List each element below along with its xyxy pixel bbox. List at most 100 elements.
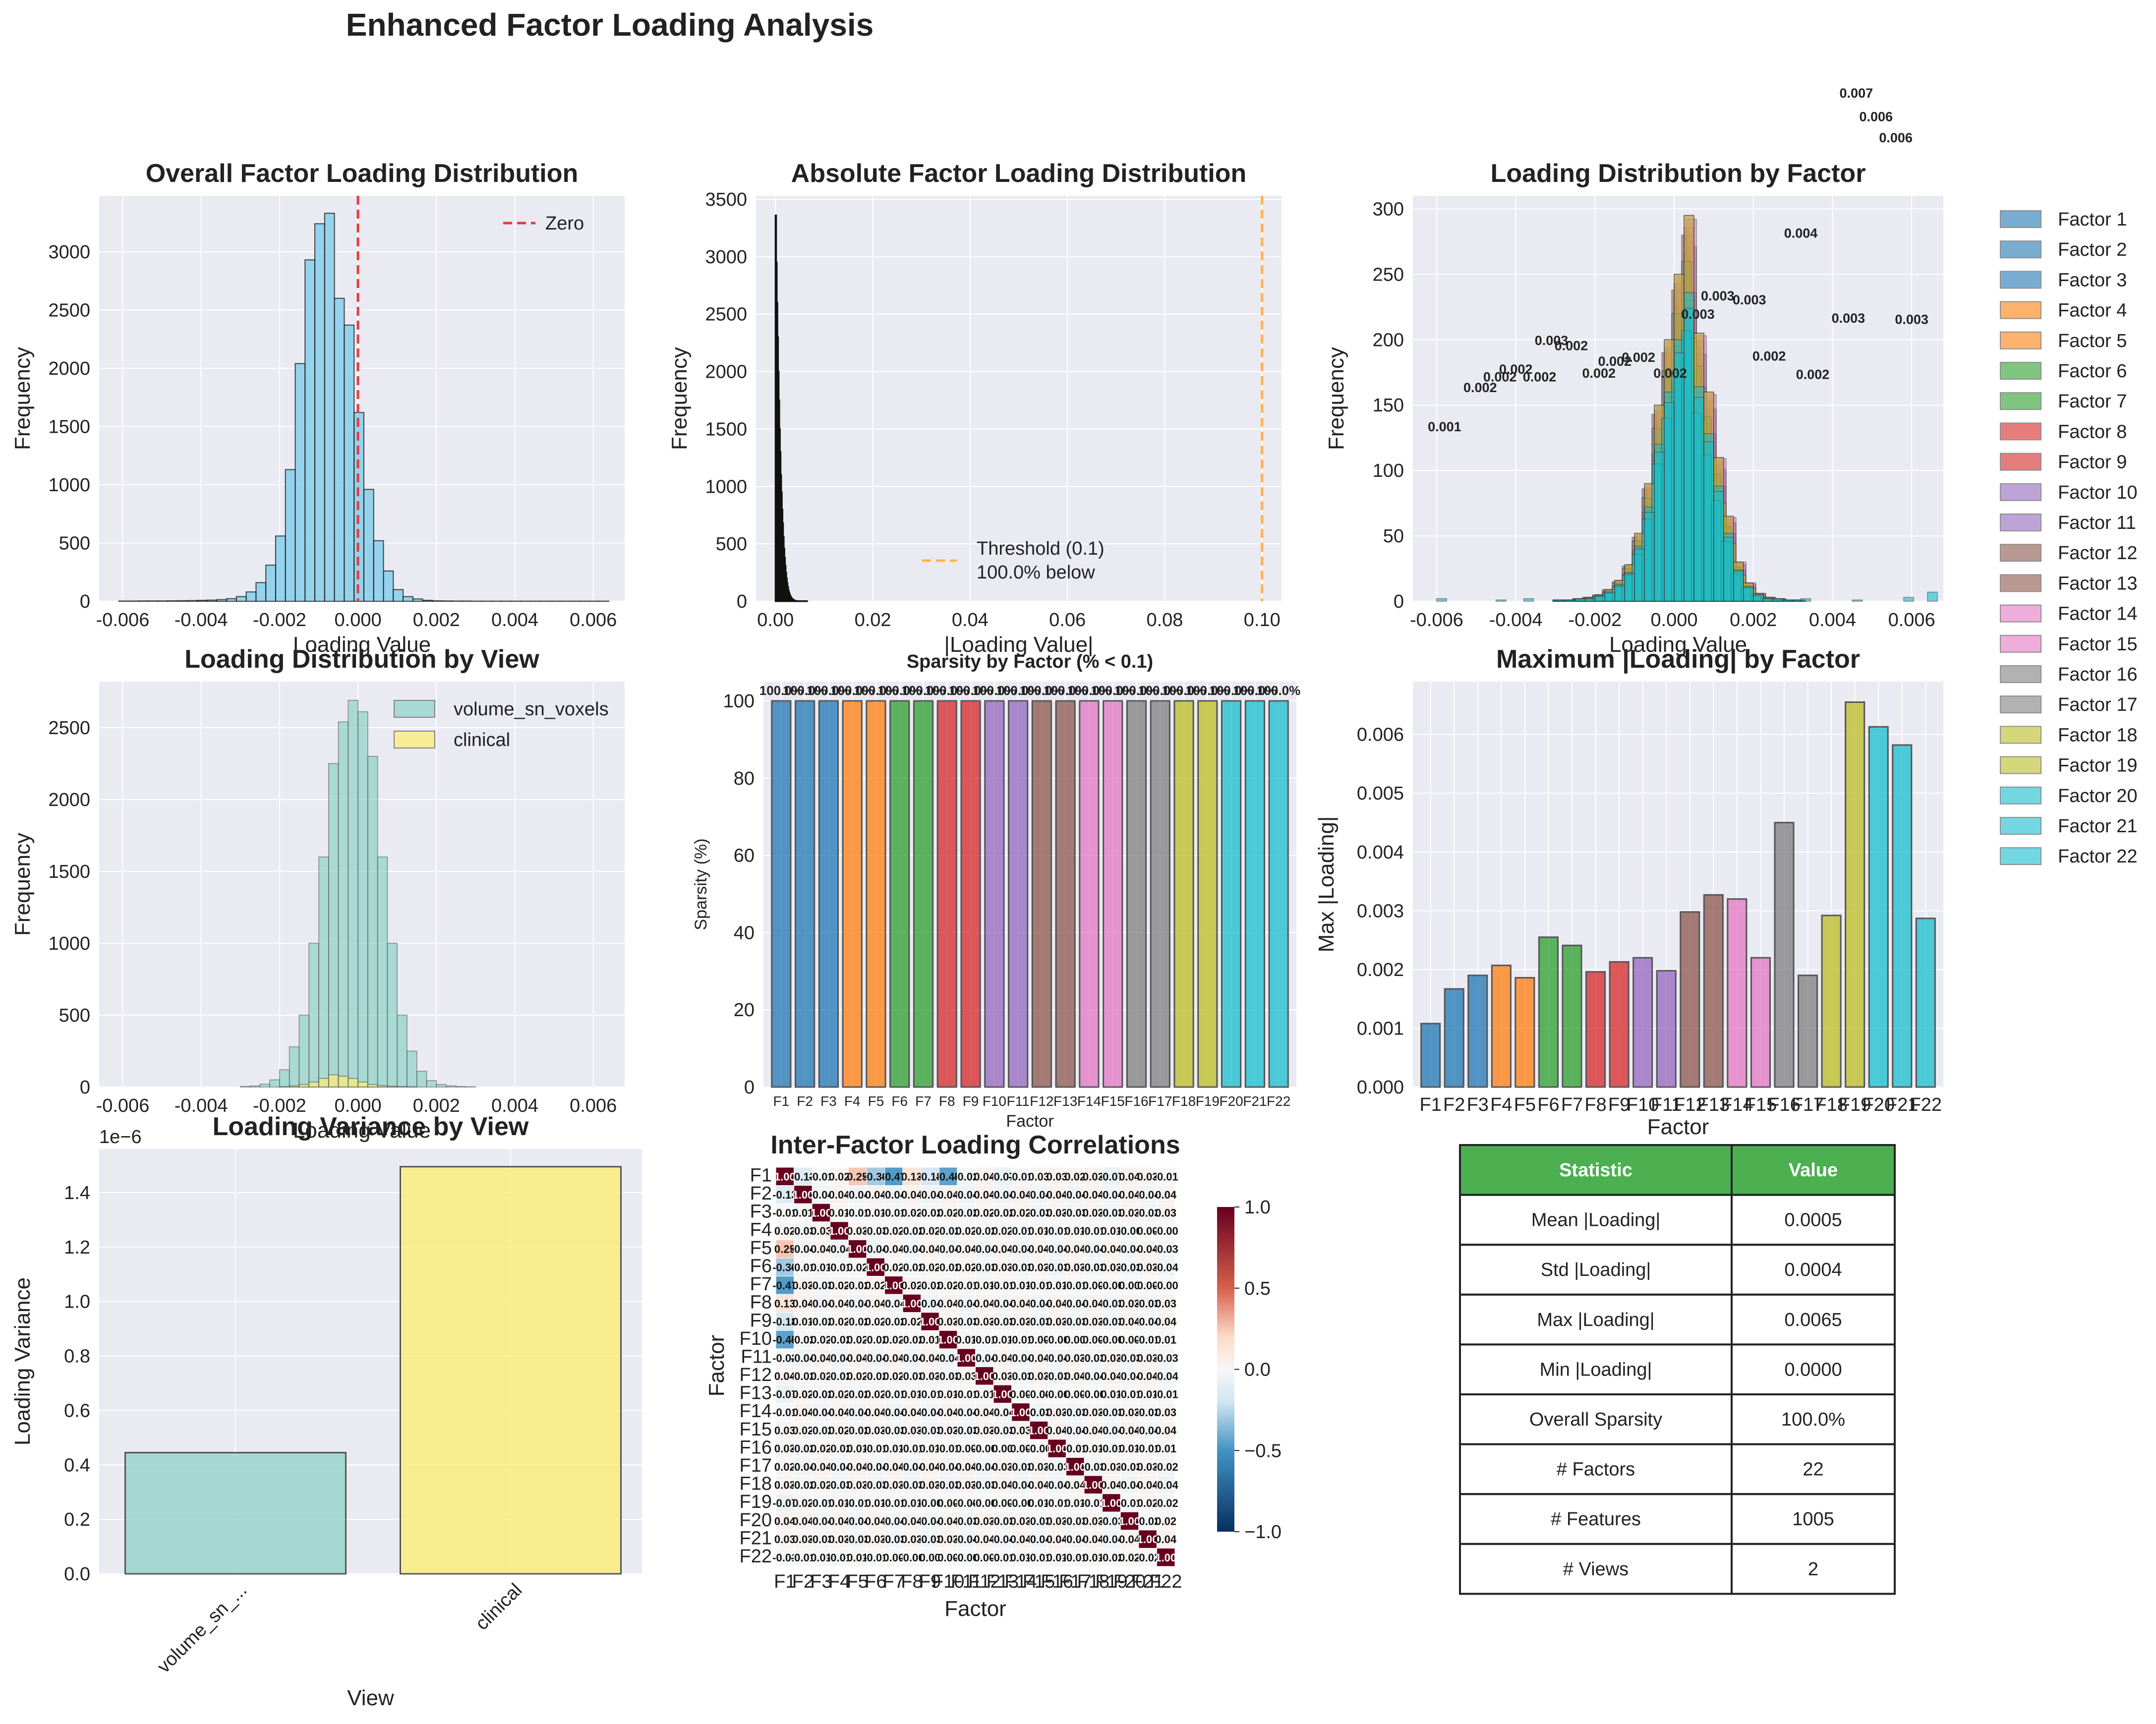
- heatmap-value: -0.02: [972, 1225, 997, 1237]
- heatmap-value: 0.04: [865, 1406, 887, 1419]
- x-tick-label: -0.002: [1568, 610, 1622, 631]
- heatmap-value: -0.07: [772, 1497, 797, 1509]
- histogram-bar: [324, 213, 335, 602]
- heatmap-value: -0.07: [990, 1170, 1015, 1183]
- bar: [936, 700, 957, 1088]
- x-tick-label: F14: [1721, 1094, 1753, 1115]
- heatmap-value: 0.01: [865, 1497, 886, 1509]
- heatmap-cell: [794, 1185, 813, 1204]
- heatmap-cell: [830, 1294, 849, 1313]
- x-tick-label: F2: [1443, 1094, 1465, 1115]
- heatmap-cell: [1156, 1475, 1175, 1494]
- heatmap-cell: [1029, 1439, 1049, 1458]
- x-tick-label: 0.04: [952, 610, 989, 631]
- heatmap-cell: [884, 1367, 903, 1385]
- heatmap-cell: [866, 1294, 885, 1313]
- heatmap-value: 0.02: [829, 1388, 850, 1400]
- legend-swatch: [2000, 483, 2041, 501]
- table-cell-label: # Views: [1563, 1559, 1629, 1580]
- heatmap-value: -0.04: [990, 1533, 1015, 1546]
- heatmap-value: -0.04: [1135, 1316, 1161, 1328]
- heatmap-cell: [884, 1185, 903, 1204]
- legend-swatch: [2000, 271, 2041, 289]
- heatmap-value: 0.25: [847, 1170, 868, 1183]
- heatmap-value: 0.01: [865, 1207, 886, 1219]
- x-tick-label: F19: [1839, 1094, 1871, 1115]
- heatmap-value: 0.04: [1101, 1479, 1123, 1491]
- heatmap-cell: [884, 1167, 903, 1186]
- heatmap-value: 0.03: [901, 1533, 923, 1546]
- heatmap-cell: [1065, 1421, 1085, 1440]
- y-tick-label: F13: [740, 1383, 772, 1404]
- heatmap-value: 0.03: [1028, 1261, 1049, 1273]
- heatmap-value: 0.01: [1101, 1388, 1122, 1400]
- heatmap-value: -0.03: [1154, 1243, 1178, 1256]
- heatmap-value: 0.04: [992, 1352, 1014, 1364]
- heatmap-value: 0.04: [883, 1243, 905, 1256]
- x-tick-label: F18: [1815, 1094, 1847, 1115]
- heatmap-value: 0.03: [1028, 1170, 1049, 1183]
- heatmap-value: -0.04: [1008, 1243, 1034, 1256]
- heatmap-cell: [993, 1457, 1012, 1476]
- heatmap-value: 0.04: [1155, 1533, 1177, 1546]
- heatmap-value: -0.00: [1026, 1388, 1051, 1400]
- heatmap-value: 0.04: [901, 1515, 923, 1528]
- heatmap-value: 0.03: [1047, 1207, 1068, 1219]
- heatmap-value: 0.02: [920, 1225, 941, 1237]
- heatmap-cell: [1156, 1548, 1175, 1567]
- legend-label: Factor 1: [2058, 209, 2127, 230]
- heatmap-value: 0.04: [1101, 1370, 1123, 1382]
- histogram-bar: [289, 1085, 300, 1088]
- heatmap-value: -0.00: [972, 1497, 997, 1509]
- heatmap-value: 0.01: [974, 1279, 995, 1292]
- heatmap-value: 0.03: [1101, 1461, 1122, 1473]
- heatmap-cell: [794, 1421, 813, 1440]
- table-cell-label: Overall Sparsity: [1529, 1409, 1662, 1430]
- histogram-bar: [1733, 571, 1744, 602]
- heatmap-cell: [1120, 1548, 1139, 1567]
- heatmap-cell: [921, 1221, 939, 1240]
- heatmap-value: -0.01: [772, 1406, 797, 1419]
- heatmap-cell: [1138, 1439, 1157, 1458]
- x-tick-label: F15: [1023, 1571, 1055, 1592]
- legend-swatch: [2000, 362, 2041, 380]
- heatmap-cell: [921, 1403, 939, 1422]
- heatmap-value: -0.04: [1008, 1352, 1034, 1364]
- table-cell: [1459, 1293, 1733, 1346]
- heatmap-cell: [812, 1276, 831, 1295]
- heatmap-cell: [1029, 1276, 1049, 1295]
- x-axis-label: Loading Value: [293, 1118, 431, 1143]
- heatmap-value: 0.04: [974, 1170, 995, 1183]
- heatmap-value: 0.13: [774, 1297, 796, 1310]
- heatmap-cell: [1029, 1348, 1049, 1368]
- heatmap-cell: [1120, 1384, 1139, 1404]
- heatmap-value: -0.04: [1045, 1479, 1070, 1491]
- heatmap-value: -0.04: [809, 1189, 834, 1201]
- heatmap-cell: [794, 1530, 813, 1549]
- heatmap-value: 0.00: [1137, 1279, 1159, 1292]
- heatmap-value: 0.03: [1119, 1406, 1140, 1419]
- histogram-bar: [1723, 536, 1734, 602]
- heatmap-cell: [1138, 1384, 1157, 1404]
- x-tick-label: -0.002: [253, 1095, 306, 1116]
- x-axis-label: Factor: [1647, 1115, 1709, 1139]
- heatmap-value: -0.01: [881, 1497, 906, 1509]
- y-tick-label: 0.6: [64, 1400, 90, 1421]
- y-tick-label: F17: [740, 1455, 772, 1476]
- table-row: Mean |Loading| 0.0005: [1459, 1194, 1896, 1246]
- table-cell-value: 0.0000: [1784, 1359, 1842, 1380]
- heatmap-cell: [812, 1494, 831, 1512]
- heatmap-value: -0.03: [1117, 1461, 1142, 1473]
- heatmap-cell: [975, 1403, 994, 1422]
- heatmap-cell: [938, 1548, 958, 1567]
- correlation-panel: Inter-Factor Loading Correlations1.00-0.…: [704, 1131, 1282, 1621]
- heatmap-value: 0.01: [1101, 1225, 1122, 1237]
- heatmap-cell: [884, 1511, 903, 1531]
- heatmap-value: 0.00: [974, 1552, 995, 1564]
- heatmap-value: 0.02: [865, 1279, 886, 1292]
- heatmap-value: -0.02: [1135, 1515, 1160, 1528]
- histogram-bar: [1664, 402, 1675, 602]
- heatmap-value: 0.04: [901, 1406, 923, 1419]
- annotation-label: 0.003: [1895, 312, 1928, 327]
- heatmap-cell: [993, 1439, 1012, 1458]
